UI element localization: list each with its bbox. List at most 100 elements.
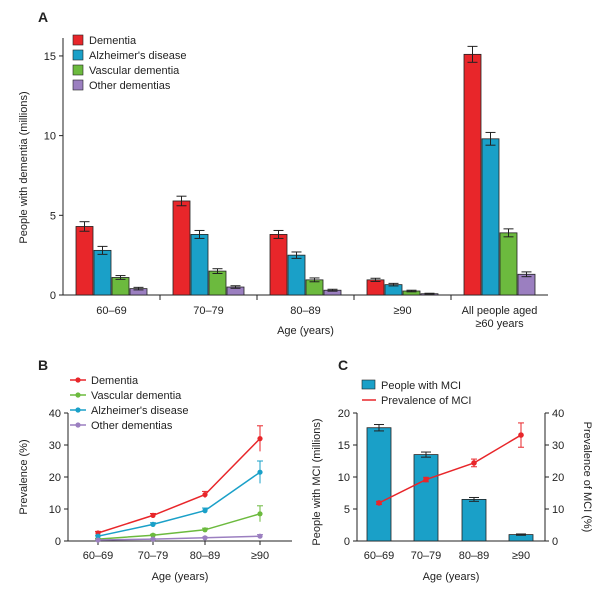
x-tick-label: 60–69	[96, 305, 127, 317]
bar	[481, 138, 500, 296]
y-tick-label: 5	[344, 504, 350, 516]
bar	[463, 53, 482, 296]
x-tick-label: 70–79	[411, 550, 442, 562]
x-tick-label: ≥90	[512, 550, 530, 562]
legend-label: Vascular dementia	[89, 65, 180, 77]
legend-swatch	[72, 49, 84, 61]
data-point	[257, 436, 263, 442]
data-point	[518, 432, 524, 438]
bar	[413, 454, 439, 542]
legend-label: Dementia	[89, 35, 137, 47]
y2-tick-label: 20	[552, 472, 564, 484]
y-tick-label: 0	[55, 536, 61, 548]
y-tick-label: 40	[49, 408, 61, 420]
x-tick-label: ≥90	[251, 550, 269, 562]
panel-a: A 0 5 10 15 People with dementia (millions) A…	[18, 9, 548, 337]
bar	[208, 270, 227, 296]
data-point	[423, 476, 429, 483]
y-tick-label: 5	[50, 210, 56, 222]
x-tick-label: 70–79	[193, 305, 224, 317]
panel-c: C 0 5 10 15 20 0 10 20 30 40 People with MCI (mill…	[311, 357, 593, 583]
bar	[499, 232, 518, 296]
bar	[287, 254, 306, 296]
x-tick-label: 60–69	[364, 550, 395, 562]
legend-marker	[75, 422, 81, 428]
legend-swatch	[72, 64, 84, 76]
x-tick-label: All people aged	[462, 305, 538, 317]
data-point	[202, 535, 208, 541]
data-point	[202, 508, 208, 514]
series-line	[97, 513, 261, 540]
data-point	[257, 469, 263, 475]
y2-tick-label: 30	[552, 440, 564, 452]
x-tick-label: ≥60 years	[475, 318, 524, 330]
legend-swatch	[72, 79, 84, 91]
y-axis-label: People with dementia (millions)	[18, 91, 30, 243]
x-tick-label: 70–79	[138, 550, 169, 562]
legend-swatch	[361, 379, 376, 390]
panel-a-letter: A	[38, 9, 48, 25]
panel-b: B 0 10 20 30 40 Prevalence (%) Age (years) 60–6…	[18, 357, 292, 583]
series-line	[97, 535, 261, 541]
x-tick-label: 80–89	[190, 550, 221, 562]
x-tick-label: 80–89	[290, 305, 321, 317]
data-point	[202, 527, 208, 533]
legend-marker	[75, 392, 81, 398]
legend-label: Prevalence of MCI	[381, 395, 471, 407]
data-point	[150, 512, 156, 519]
legend-swatch	[72, 34, 84, 46]
x-axis-label: Age (years)	[277, 325, 334, 337]
legend-label: Alzheimer's disease	[91, 405, 188, 417]
y-tick-label: 10	[49, 504, 61, 516]
legend-marker	[75, 407, 81, 413]
x-tick-label: ≥90	[393, 305, 411, 317]
legend-label: Vascular dementia	[91, 390, 182, 402]
y2-tick-label: 40	[552, 408, 564, 420]
x-axis-label: Age (years)	[152, 571, 209, 583]
y-tick-label: 20	[338, 408, 350, 420]
y-tick-label: 0	[344, 536, 350, 548]
data-point	[150, 532, 156, 538]
prevalence-line	[378, 434, 522, 504]
bar	[111, 277, 130, 296]
y-axis-label: People with MCI (millions)	[311, 418, 323, 545]
panel-c-letter: C	[338, 357, 348, 373]
y-tick-label: 15	[44, 51, 56, 63]
y2-tick-label: 10	[552, 504, 564, 516]
legend-label: Other dementias	[91, 420, 173, 432]
data-point	[150, 536, 156, 542]
data-point	[257, 511, 263, 517]
bar	[75, 226, 94, 296]
bar	[517, 273, 536, 296]
bar	[172, 200, 191, 296]
series-line	[97, 471, 261, 537]
panel-b-letter: B	[38, 357, 48, 373]
panel-a-chart: 0 5 10 15 People with dementia (millions) Age…	[18, 34, 548, 337]
y2-tick-label: 0	[552, 536, 558, 548]
y-axis-label: Prevalence (%)	[18, 439, 30, 514]
bar	[366, 279, 385, 296]
panel-c-chart: 0 5 10 15 20 0 10 20 30 40 People with MCI (millio…	[311, 379, 593, 583]
y2-axis-label: Prevalence of MCI (%)	[581, 422, 593, 533]
data-point	[471, 460, 477, 466]
data-point	[95, 533, 101, 539]
legend-label: Alzheimer's disease	[89, 50, 186, 62]
data-point	[376, 500, 382, 506]
bar	[366, 427, 392, 542]
y-tick-label: 15	[338, 440, 350, 452]
legend-label: Dementia	[91, 375, 139, 387]
legend-marker	[75, 377, 81, 383]
data-point	[150, 521, 156, 527]
data-point	[95, 537, 101, 543]
data-point	[202, 492, 208, 498]
x-axis-label: Age (years)	[423, 571, 480, 583]
bar	[93, 249, 112, 296]
series-line	[97, 438, 261, 534]
data-point	[257, 533, 263, 539]
legend-label: Other dementias	[89, 80, 171, 92]
bar	[461, 498, 487, 542]
y-tick-label: 20	[49, 472, 61, 484]
y-tick-label: 0	[50, 290, 56, 302]
y-tick-label: 10	[338, 472, 350, 484]
